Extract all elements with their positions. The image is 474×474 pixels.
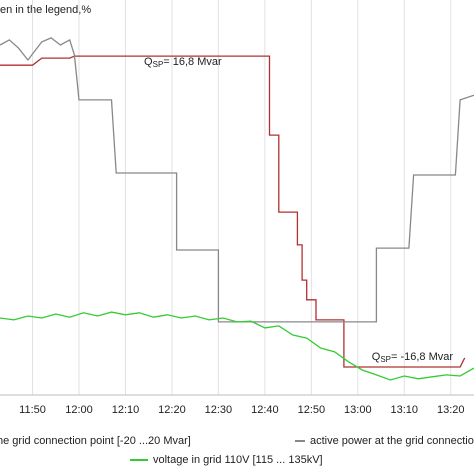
x-tick-label: 12:10 (112, 404, 140, 416)
legend-label: active power at the grid connectio (310, 435, 474, 447)
x-tick-label: 11:50 (19, 404, 46, 416)
x-tick-label: 13:10 (391, 404, 419, 416)
series-line (0, 311, 474, 381)
x-tick-label: 12:00 (65, 404, 93, 416)
x-tick-label: 13:20 (437, 404, 465, 416)
annotation-symbol: Q (144, 56, 153, 68)
x-tick-label: 12:30 (205, 404, 233, 416)
annotation-sub: SP (380, 355, 391, 364)
chart-title: en in the legend,% (0, 4, 91, 16)
x-tick-label: 12:50 (298, 404, 326, 416)
x-tick-label: 12:40 (251, 404, 279, 416)
annotation: QSP= -16,8 Mvar (372, 351, 454, 364)
series-line (0, 37, 474, 323)
series-line (0, 55, 466, 368)
legend-label: voltage in grid 110V [115 ... 135kV] (153, 454, 323, 466)
annotation-symbol: Q (372, 351, 381, 363)
annotation-text: = -16,8 Mvar (391, 351, 453, 363)
legend-label: he grid connection point [-20 ...20 Mvar… (0, 435, 191, 447)
annotation: QSP= 16,8 Mvar (144, 56, 222, 69)
x-tick-label: 13:00 (344, 404, 372, 416)
x-tick-label: 12:20 (158, 404, 186, 416)
annotation-sub: SP (153, 60, 164, 69)
annotation-text: = 16,8 Mvar (163, 56, 222, 68)
